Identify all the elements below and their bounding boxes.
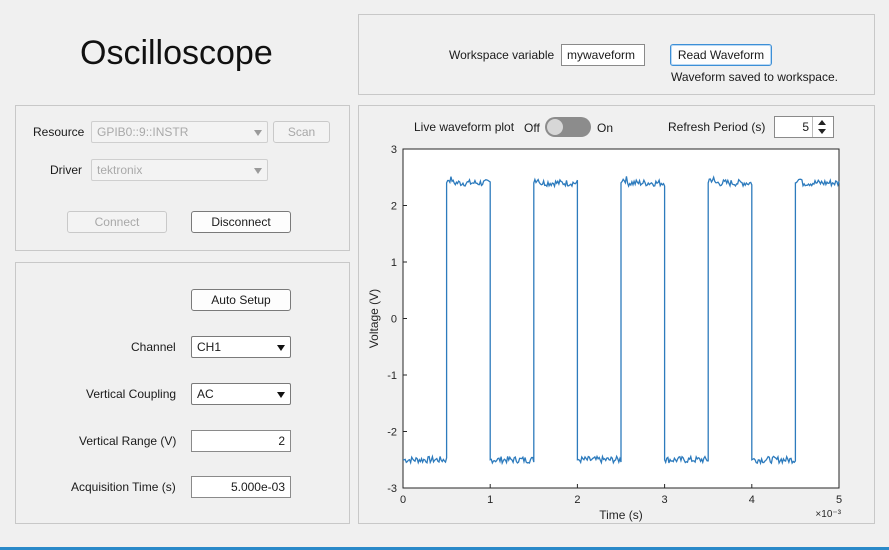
- disconnect-button[interactable]: Disconnect: [191, 211, 291, 233]
- refresh-period-spinner[interactable]: 5: [774, 116, 834, 138]
- chevron-down-icon: [277, 392, 285, 398]
- acquisition-time-field[interactable]: 5.000e-03: [191, 476, 291, 498]
- toggle-knob: [547, 119, 563, 135]
- spin-up-icon[interactable]: [818, 120, 826, 125]
- refresh-period-label: Refresh Period (s): [668, 120, 766, 134]
- refresh-period-value: 5: [802, 120, 809, 134]
- y-tick-label: 1: [391, 257, 397, 269]
- auto-setup-button[interactable]: Auto Setup: [191, 289, 291, 311]
- y-axis-label: Voltage (V): [367, 289, 381, 348]
- resource-value: GPIB0::9::INSTR: [97, 125, 189, 139]
- workspace-variable-label: Workspace variable: [449, 48, 555, 62]
- x-tick-label: 2: [574, 494, 580, 506]
- resource-dropdown[interactable]: GPIB0::9::INSTR: [91, 121, 268, 143]
- chevron-down-icon: [254, 168, 262, 174]
- spin-down-icon[interactable]: [818, 129, 826, 134]
- live-plot-toggle[interactable]: [545, 117, 591, 137]
- chevron-down-icon: [277, 345, 285, 351]
- coupling-value: AC: [197, 387, 214, 401]
- workspace-variable-input[interactable]: mywaveform: [561, 44, 645, 66]
- x-tick-label: 5: [836, 494, 842, 506]
- coupling-label: Vertical Coupling: [86, 387, 177, 401]
- live-off-label: Off: [524, 121, 540, 135]
- waveform-trace: [402, 175, 840, 466]
- x-axis-label: Time (s): [599, 508, 643, 522]
- live-on-label: On: [597, 121, 614, 135]
- y-tick-label: 3: [391, 144, 397, 156]
- y-tick-label: -1: [387, 370, 397, 382]
- x-tick-label: 0: [400, 494, 406, 506]
- spinner-divider: [812, 117, 813, 137]
- connect-button[interactable]: Connect: [67, 211, 167, 233]
- x-axis-multiplier: ×10⁻³: [815, 509, 841, 520]
- workspace-status: Waveform saved to workspace.: [671, 70, 838, 84]
- app-title: Oscilloscope: [80, 34, 273, 72]
- bottom-accent-bar: [0, 547, 889, 550]
- channel-label: Channel: [131, 340, 176, 354]
- acquisition-time-label: Acquisition Time (s): [71, 480, 176, 494]
- chart-ticks: 0 1 2 3 4 5 -3 -2 -1 0 1 2 3: [387, 144, 842, 506]
- y-tick-label: -2: [387, 427, 397, 439]
- waveform-chart[interactable]: 0 1 2 3 4 5 -3 -2 -1 0 1 2 3 Time (s) Voltage (V) ×1…: [358, 138, 875, 524]
- driver-value: tektronix: [97, 163, 143, 177]
- x-tick-label: 3: [662, 494, 668, 506]
- coupling-dropdown[interactable]: AC: [191, 383, 291, 405]
- resource-label: Resource: [33, 125, 85, 139]
- range-label: Vertical Range (V): [79, 434, 177, 448]
- channel-dropdown[interactable]: CH1: [191, 336, 291, 358]
- y-tick-label: 2: [391, 201, 397, 213]
- vertical-range-field[interactable]: 2: [191, 430, 291, 452]
- live-plot-label: Live waveform plot: [414, 120, 515, 134]
- channel-value: CH1: [197, 340, 222, 354]
- x-tick-label: 4: [749, 494, 755, 506]
- y-tick-label: 0: [391, 314, 397, 326]
- y-tick-label: -3: [387, 483, 397, 495]
- driver-dropdown[interactable]: tektronix: [91, 159, 268, 181]
- driver-label: Driver: [50, 163, 82, 177]
- scan-button[interactable]: Scan: [273, 121, 330, 143]
- read-waveform-button[interactable]: Read Waveform: [670, 44, 772, 66]
- settings-panel: [15, 262, 350, 524]
- chevron-down-icon: [254, 130, 262, 136]
- x-tick-label: 1: [487, 494, 493, 506]
